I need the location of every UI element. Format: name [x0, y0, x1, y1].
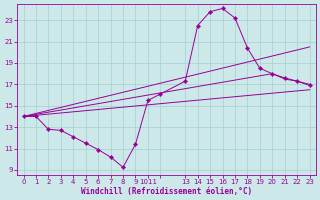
X-axis label: Windchill (Refroidissement éolien,°C): Windchill (Refroidissement éolien,°C) — [81, 187, 252, 196]
